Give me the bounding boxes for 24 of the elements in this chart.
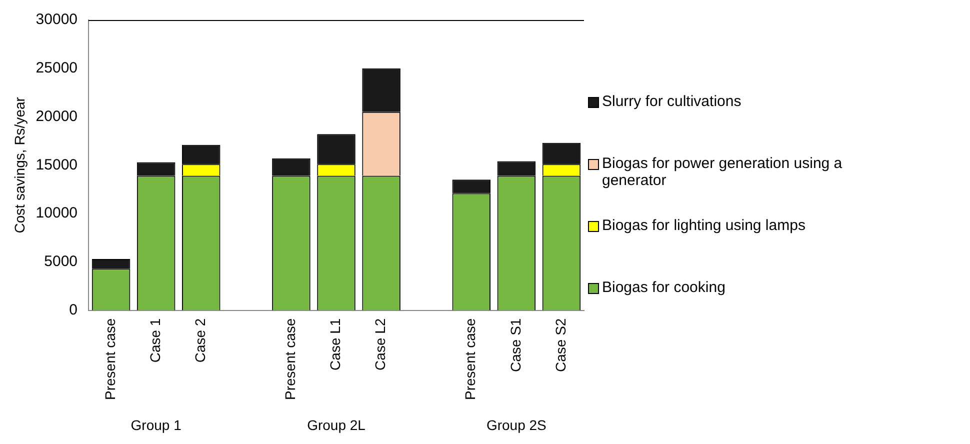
x-tick-label: Present case [102,318,118,400]
text: Group 2L [307,417,366,433]
legend-label: Biogas for power generation using a generator [602,155,844,189]
y-tick-label: 0 [69,301,78,318]
x-tick-label: Case 2 [192,318,208,363]
text: Group 2S [486,417,546,433]
y-tick-label: 30000 [36,11,78,28]
legend-label: Biogas for lighting using lamps [602,217,806,234]
x-tick-label: Case S2 [552,318,568,372]
legend-label: Biogas for cooking [602,279,726,296]
y-tick-label: 25000 [36,60,78,77]
x-tick-label: Present case [462,318,478,400]
legend-label: Slurry for cultivations [602,93,742,110]
x-tick-label: Present case [282,318,298,400]
y-tick-label: 10000 [36,204,78,222]
y-tick-label: 5000 [44,253,78,270]
x-tick-label: Case L2 [372,318,388,370]
x-tick-label: Case 1 [146,318,163,363]
x-tick-label: Case S1 [507,318,524,372]
y-tick-label: 15000 [36,156,78,174]
y-axis-title: Cost savings, Rs/year [11,96,28,234]
y-tick-label: 20000 [36,108,78,125]
x-tick-label: Case L1 [327,318,344,370]
text: Group 1 [130,417,182,433]
